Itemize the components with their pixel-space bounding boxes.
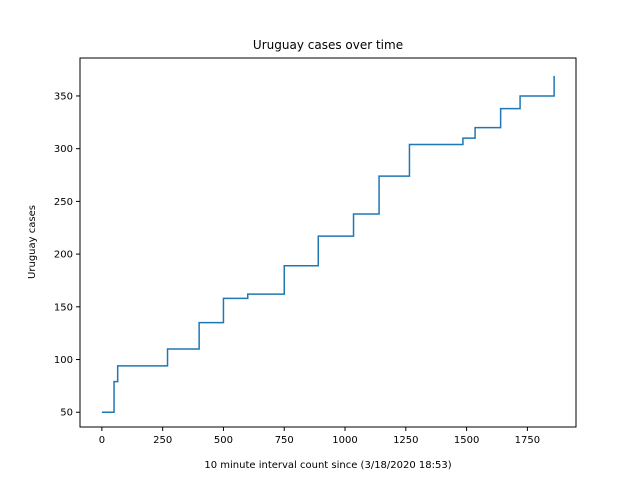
y-tick-label: 300	[54, 144, 73, 155]
y-tick-label: 50	[60, 408, 73, 419]
x-tick-label: 500	[214, 435, 233, 446]
x-tick-label: 1750	[515, 435, 540, 446]
plot-area	[101, 75, 555, 413]
y-tick-label: 250	[54, 197, 73, 208]
x-tick-label: 1250	[393, 435, 418, 446]
y-tick-label: 200	[54, 250, 73, 261]
x-tick-label: 1500	[454, 435, 479, 446]
axes-frame	[79, 57, 577, 428]
y-tick-label: 350	[54, 91, 73, 102]
x-tick-label: 0	[99, 435, 105, 446]
series-line	[101, 75, 555, 413]
x-axis-label: 10 minute interval count since (3/18/202…	[204, 460, 451, 471]
chart-title: Uruguay cases over time	[253, 38, 403, 52]
y-tick-label: 100	[54, 355, 73, 366]
x-tick-label: 1000	[332, 435, 357, 446]
axis-ticks: 0 250 500 750 1000 1250 1500 1750 50 100 150 200 250…	[54, 91, 540, 446]
y-axis-label: Uruguay cases	[27, 205, 38, 279]
y-tick-label: 150	[54, 302, 73, 313]
x-tick-label: 250	[153, 435, 172, 446]
x-tick-label: 750	[275, 435, 294, 446]
